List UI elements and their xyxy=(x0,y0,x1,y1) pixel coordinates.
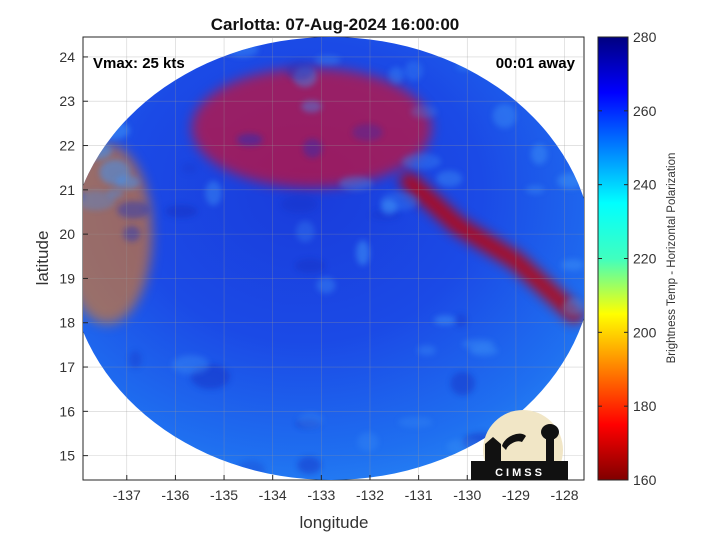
texture-blob xyxy=(117,201,150,219)
colorbar-tick-label: 200 xyxy=(633,324,657,340)
y-axis-label: latitude xyxy=(33,231,52,286)
x-tick-label: -134 xyxy=(259,487,287,503)
texture-blob xyxy=(352,123,383,141)
texture-blob xyxy=(107,187,124,199)
colorbar-ticks: 160 180 200 220 240 260 280 xyxy=(598,29,657,488)
colorbar-tick-label: 160 xyxy=(633,472,657,488)
texture-blob xyxy=(280,195,318,213)
texture-blob xyxy=(301,100,322,113)
time-offset-annotation: 00:01 away xyxy=(496,55,576,72)
texture-blob xyxy=(205,180,222,206)
texture-blob xyxy=(172,355,210,375)
texture-blob xyxy=(525,185,545,195)
x-tick-label: -128 xyxy=(551,487,579,503)
cimss-logo: CIMSS xyxy=(471,410,568,480)
warm-edge-feature xyxy=(83,144,153,325)
texture-blob xyxy=(123,226,141,242)
colorbar-label: Brightness Temp - Horizontal Polarizatio… xyxy=(666,153,678,364)
x-tick-label: -137 xyxy=(113,487,141,503)
vmax-annotation: Vmax: 25 kts xyxy=(93,55,185,72)
colorbar-tick-label: 240 xyxy=(633,177,657,193)
texture-blob xyxy=(561,259,584,271)
texture-blob xyxy=(357,432,379,452)
texture-blob xyxy=(492,104,517,128)
texture-blob xyxy=(339,176,373,191)
texture-blob xyxy=(315,55,341,65)
y-tick-label: 16 xyxy=(59,403,75,419)
texture-blob xyxy=(404,60,424,81)
colorbar-tick-label: 260 xyxy=(633,103,657,119)
texture-blob xyxy=(83,190,116,211)
x-tick-label: -131 xyxy=(405,487,433,503)
texture-blob xyxy=(181,162,198,174)
texture-blob xyxy=(454,313,468,328)
texture-blob xyxy=(397,416,433,428)
texture-blob xyxy=(388,67,404,84)
texture-blob xyxy=(410,104,438,119)
x-tick-label: -135 xyxy=(210,487,238,503)
y-tick-label: 17 xyxy=(59,359,75,375)
texture-blob xyxy=(401,153,442,170)
x-tick-label: -129 xyxy=(502,487,530,503)
texture-blob xyxy=(115,175,140,190)
grid xyxy=(83,37,584,480)
texture-blob xyxy=(356,240,370,266)
texture-blob xyxy=(531,143,548,165)
texture-blob xyxy=(128,350,142,369)
texture-blob xyxy=(316,277,336,294)
colorbar-tick-label: 220 xyxy=(633,251,657,267)
y-tick-label: 23 xyxy=(59,93,75,109)
colorbar-tick-label: 280 xyxy=(633,29,657,45)
texture-blob xyxy=(236,133,263,146)
texture-blob xyxy=(303,138,323,158)
cold-band-feature xyxy=(399,172,584,323)
x-axis-ticks: -137 -136 -135 -134 -133 -132 -131 -130 -129 -128 xyxy=(113,475,579,503)
texture-blob xyxy=(434,315,456,325)
y-tick-label: 15 xyxy=(59,448,75,464)
texture-blob xyxy=(450,371,475,396)
y-tick-label: 21 xyxy=(59,182,75,198)
y-axis-ticks: 15 16 17 18 19 20 21 22 23 24 xyxy=(59,49,88,464)
colorbar-tick-label: 180 xyxy=(633,398,657,414)
y-tick-label: 19 xyxy=(59,270,75,286)
texture-blob xyxy=(165,204,198,218)
texture-blob xyxy=(297,456,322,474)
y-tick-label: 18 xyxy=(59,315,75,331)
texture-blob xyxy=(297,412,324,429)
texture-blob xyxy=(462,339,495,349)
texture-blob xyxy=(294,258,326,273)
x-axis-label: longitude xyxy=(299,513,368,532)
y-tick-label: 24 xyxy=(59,49,75,65)
texture-blob xyxy=(562,297,584,316)
texture-blob xyxy=(295,220,315,243)
texture-blob xyxy=(380,191,419,211)
chart-title: Carlotta: 07-Aug-2024 16:00:00 xyxy=(211,15,459,34)
texture-blob xyxy=(417,345,436,356)
x-tick-label: -130 xyxy=(453,487,481,503)
cimss-logo-text: CIMSS xyxy=(495,467,545,479)
x-tick-label: -136 xyxy=(161,487,189,503)
y-tick-label: 20 xyxy=(59,226,75,242)
y-tick-label: 22 xyxy=(59,138,75,154)
colorbar xyxy=(597,36,629,481)
x-tick-label: -132 xyxy=(356,487,384,503)
texture-blob xyxy=(436,170,463,187)
texture-blob xyxy=(285,60,314,81)
texture-blob xyxy=(62,243,74,262)
x-tick-label: -133 xyxy=(307,487,335,503)
cold-region-feature xyxy=(191,67,432,188)
